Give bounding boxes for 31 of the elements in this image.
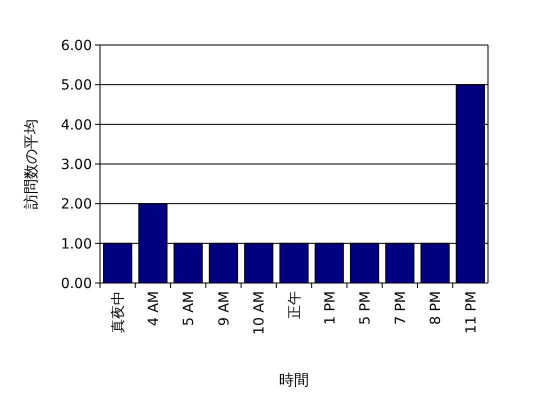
- y-tick-label: 3.00: [60, 157, 92, 173]
- bar: [350, 242, 380, 284]
- bar: [103, 242, 132, 284]
- x-tick-label: 4 AM: [146, 291, 162, 326]
- x-tick-label: 11 PM: [463, 291, 480, 334]
- x-tick-label: 真夜中: [110, 291, 127, 333]
- bar: [138, 203, 168, 284]
- y-tick-label: 0.00: [60, 276, 92, 292]
- x-tick-label: 5 PM: [358, 291, 374, 325]
- bar: [279, 242, 309, 284]
- bar: [244, 242, 274, 284]
- x-tick-label: 5 AM: [181, 291, 198, 326]
- y-tick-label: 4.00: [60, 117, 92, 134]
- bar: [420, 242, 450, 284]
- x-tick-label: 正午: [287, 291, 303, 319]
- x-axis-title: 時間: [279, 371, 309, 389]
- y-tick-label: 5.00: [60, 78, 92, 94]
- bar: [314, 242, 344, 284]
- bar: [456, 84, 485, 284]
- bar: [174, 242, 203, 284]
- x-tick-label: 9 AM: [216, 291, 232, 326]
- y-tick-label: 2.00: [60, 196, 92, 213]
- x-tick-label: 7 PM: [392, 291, 409, 325]
- y-tick-label: 6.00: [60, 38, 92, 54]
- y-axis-title: 訪問数の平均: [22, 119, 40, 209]
- x-tick-label: 10 AM: [252, 291, 268, 335]
- y-tick-label: 1.00: [60, 236, 92, 252]
- x-tick-label: 8 PM: [428, 291, 444, 325]
- bar: [208, 242, 238, 284]
- x-tick-label: 1 PM: [322, 291, 338, 325]
- bar: [385, 242, 414, 284]
